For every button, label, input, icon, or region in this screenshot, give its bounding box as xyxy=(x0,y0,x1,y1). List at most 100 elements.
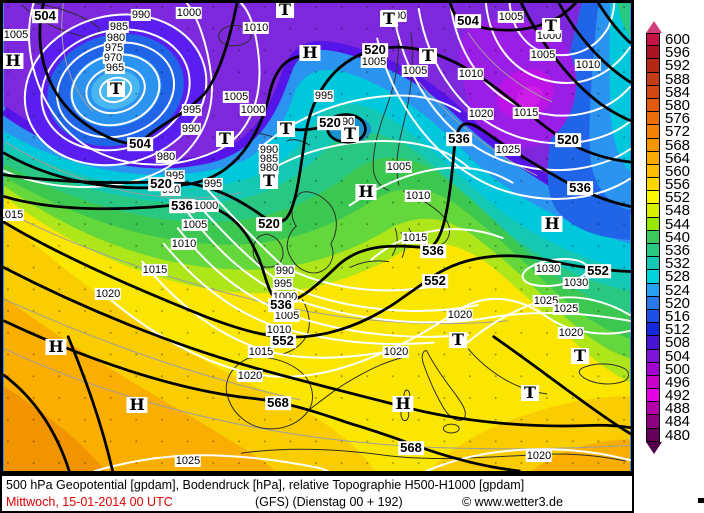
pressure-label: 1010 xyxy=(242,21,270,35)
colorbar-swatch xyxy=(646,85,660,99)
geopotential-label: 552 xyxy=(422,273,448,289)
colorbar-value: 484 xyxy=(665,413,691,431)
colorbar-swatch xyxy=(646,402,660,416)
colorbar-value: 576 xyxy=(665,110,691,128)
geopotential-label: 552 xyxy=(270,333,296,349)
low-center-marker: T xyxy=(341,126,359,142)
colorbar-step: 580 xyxy=(646,96,704,114)
pressure-label: 1005 xyxy=(401,64,429,78)
colorbar-step: 544 xyxy=(646,215,704,233)
pressure-label: 1015 xyxy=(512,106,540,120)
colorbar-swatch xyxy=(646,257,660,271)
geopotential-label: 536 xyxy=(446,131,472,147)
colorbar-step: 500 xyxy=(646,360,704,378)
colorbar-swatch xyxy=(646,98,660,113)
colorbar-step: 524 xyxy=(646,281,704,299)
pressure-label: 1010 xyxy=(170,237,198,251)
high-center-marker: H xyxy=(355,184,377,200)
high-center-marker: H xyxy=(392,396,414,412)
colorbar-swatch xyxy=(646,309,660,324)
colorbar-swatch xyxy=(646,46,660,60)
pressure-label: 1005 xyxy=(222,90,250,104)
colorbar-value: 524 xyxy=(665,281,691,299)
geopotential-label: 568 xyxy=(398,440,424,456)
colorbar-value: 480 xyxy=(665,426,691,444)
pressure-label: 980 xyxy=(105,31,127,45)
colorbar-step: 528 xyxy=(646,269,704,284)
pressure-label: 1010 xyxy=(404,189,432,203)
low-center-marker: T xyxy=(521,385,539,401)
pressure-label: 1015 xyxy=(3,208,25,222)
colorbar-arrow-up-icon xyxy=(646,21,662,33)
colorbar-step: 532 xyxy=(646,256,704,271)
colorbar-step: 480 xyxy=(646,426,704,444)
colorbar-swatch xyxy=(646,270,660,284)
colorbar-value: 572 xyxy=(665,123,691,141)
pressure-label: 1000 xyxy=(192,199,220,213)
colorbar-value: 560 xyxy=(665,162,691,180)
geopotential-label: 552 xyxy=(585,263,611,279)
colorbar-step: 600 xyxy=(646,32,704,47)
colorbar-value: 580 xyxy=(665,96,691,114)
colorbar-value: 540 xyxy=(665,228,691,246)
pressure-label: 1000 xyxy=(239,103,267,117)
low-center-marker: T xyxy=(419,48,437,64)
geopotential-label: 520 xyxy=(555,132,581,148)
colorbar-value: 516 xyxy=(665,307,691,325)
colorbar-swatch xyxy=(646,125,660,139)
colorbar-value: 588 xyxy=(665,70,691,88)
valid-datetime: Mittwoch, 15-01-2014 00 UTC xyxy=(6,495,173,509)
pressure-label: 1000 xyxy=(175,6,203,20)
colorbar-swatch xyxy=(646,59,660,73)
pressure-label: 1005 xyxy=(3,28,30,42)
colorbar-swatch xyxy=(646,375,660,390)
geopotential-label: 520 xyxy=(148,176,174,192)
colorbar-swatch xyxy=(646,230,660,244)
colorbar-value: 592 xyxy=(665,57,691,75)
low-center-marker: T xyxy=(380,11,398,27)
colorbar-step: 576 xyxy=(646,110,704,128)
colorbar-swatch xyxy=(646,72,660,86)
high-center-marker: H xyxy=(541,216,563,232)
colorbar-value: 548 xyxy=(665,202,691,220)
colorbar-swatch xyxy=(646,217,660,231)
pressure-label: 975 xyxy=(103,41,125,55)
pressure-label: 1015 xyxy=(401,231,429,245)
pressure-label: 1020 xyxy=(525,449,553,463)
pressure-label: 1025 xyxy=(174,454,202,468)
pressure-label: 995 xyxy=(272,277,294,291)
colorbar-swatch xyxy=(646,164,660,179)
colorbar-step: 552 xyxy=(646,190,704,205)
high-center-marker: H xyxy=(299,45,321,61)
pressure-label: 1030 xyxy=(562,276,590,290)
pressure-label: 1005 xyxy=(529,48,557,62)
pressure-label: 1010 xyxy=(265,323,293,337)
pressure-label: 1015 xyxy=(141,263,169,277)
pressure-label: 995 xyxy=(181,103,203,117)
colorbar-swatch xyxy=(646,112,660,126)
pressure-label: 1020 xyxy=(382,345,410,359)
colorbar-swatch xyxy=(646,349,660,363)
colorbar-step: 584 xyxy=(646,85,704,100)
colorbar-step: 560 xyxy=(646,162,704,180)
colorbar-value: 500 xyxy=(665,360,691,378)
pressure-label: 1015 xyxy=(247,345,275,359)
colorbar-value: 564 xyxy=(665,149,691,167)
copyright-text: © www.wetter3.de xyxy=(462,495,563,509)
colorbar-swatch xyxy=(646,283,660,297)
pressure-label: 1005 xyxy=(497,10,525,24)
pressure-label: 1030 xyxy=(534,262,562,276)
low-center-marker: T xyxy=(216,131,234,147)
pressure-label: 980 xyxy=(155,150,177,164)
low-center-marker: T xyxy=(449,332,467,348)
colorbar-swatch xyxy=(646,138,660,152)
colorbar-value: 520 xyxy=(665,294,691,312)
colorbar-value: 496 xyxy=(665,373,691,391)
colorbar-step: 540 xyxy=(646,228,704,246)
pressure-label: 1005 xyxy=(360,55,388,69)
colorbar-legend: 600 596 592 588 584 580 576 572 568 564 560 556 552 5… xyxy=(646,21,704,454)
geopotential-label: 520 xyxy=(317,115,343,131)
colorbar-value: 544 xyxy=(665,215,691,233)
pressure-label: 980 xyxy=(258,161,280,175)
